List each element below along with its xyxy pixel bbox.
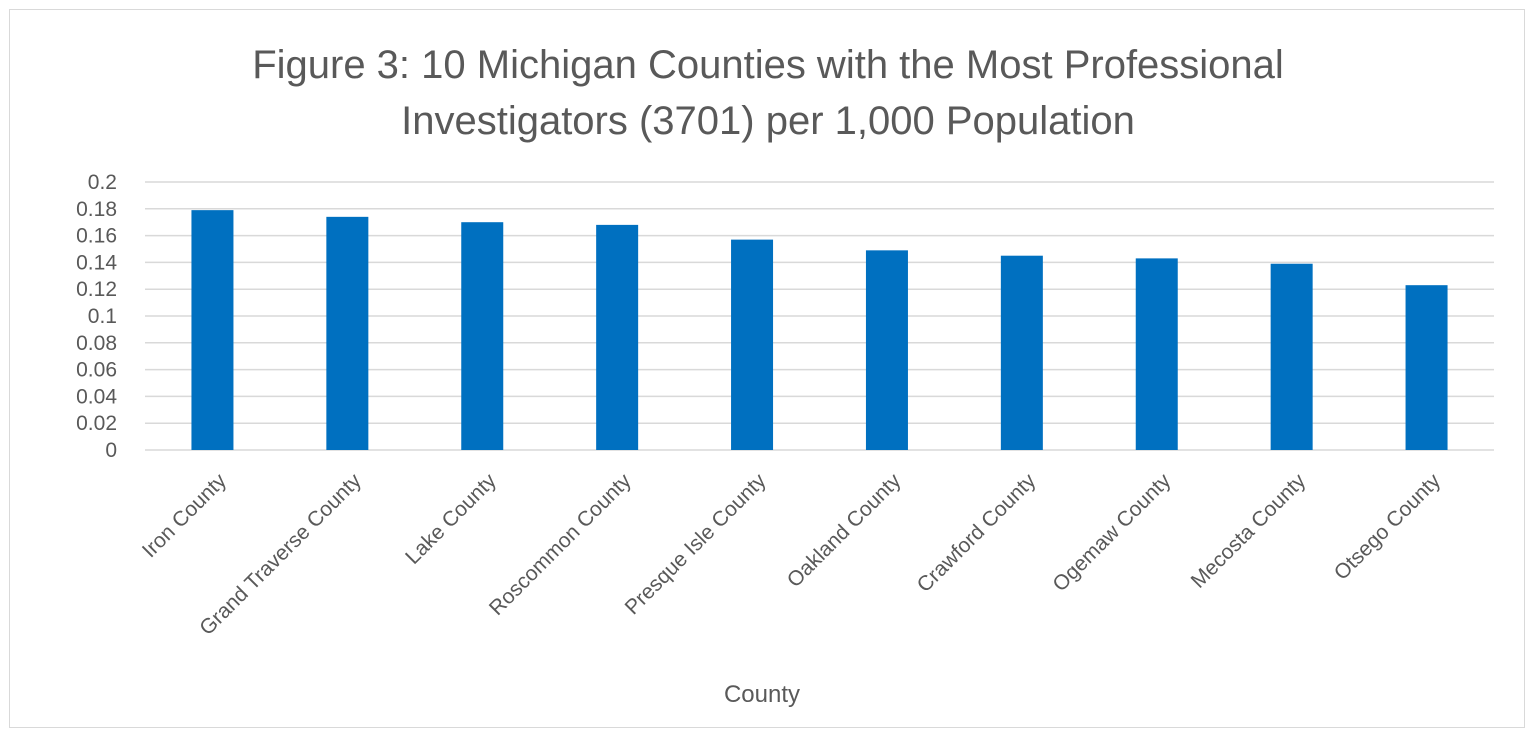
bar [1405, 285, 1448, 450]
x-tick-label: Iron County [138, 469, 231, 562]
bar [326, 216, 369, 450]
bar [596, 224, 639, 450]
y-tick-label: 0.12 [76, 278, 117, 301]
y-axis-ticks: 0 0.02 0.04 0.06 0.08 0.1 0.12 0.14 0.16 0.18 0.2 [76, 171, 117, 462]
chart-title-line-2: Investigators (3701) per 1,000 Populatio… [401, 99, 1135, 143]
x-tick-label: Lake County [401, 469, 501, 569]
bar [865, 250, 908, 450]
y-tick-label: 0.2 [88, 171, 117, 194]
x-tick-label: Roscommon County [485, 469, 636, 620]
bar [1135, 258, 1178, 450]
gridlines [145, 181, 1494, 451]
chart-title-line-1: Figure 3: 10 Michigan Counties with the … [252, 43, 1284, 87]
bar [1270, 263, 1313, 450]
x-tick-label: Presque Isle County [621, 469, 771, 619]
x-tick-label: Crawford County [913, 469, 1041, 597]
y-tick-label: 0.16 [76, 225, 117, 248]
x-axis-title: County [724, 681, 800, 708]
bar [731, 239, 774, 450]
y-tick-label: 0.1 [88, 305, 117, 328]
y-tick-label: 0.02 [76, 412, 117, 435]
bar [1000, 255, 1043, 450]
y-tick-label: 0.04 [76, 385, 117, 408]
x-tick-label: Oakland County [783, 469, 906, 592]
x-tick-label: Ogemaw County [1048, 469, 1175, 596]
y-tick-label: 0 [105, 439, 117, 462]
bar [191, 210, 234, 450]
y-tick-label: 0.06 [76, 359, 117, 382]
bar [461, 222, 504, 450]
y-tick-label: 0.18 [76, 198, 117, 221]
bars [191, 210, 1448, 450]
x-tick-label: Otsego County [1330, 469, 1446, 585]
x-tick-label: Mecosta County [1187, 469, 1311, 593]
y-tick-label: 0.08 [76, 332, 117, 355]
y-tick-label: 0.14 [76, 251, 117, 274]
